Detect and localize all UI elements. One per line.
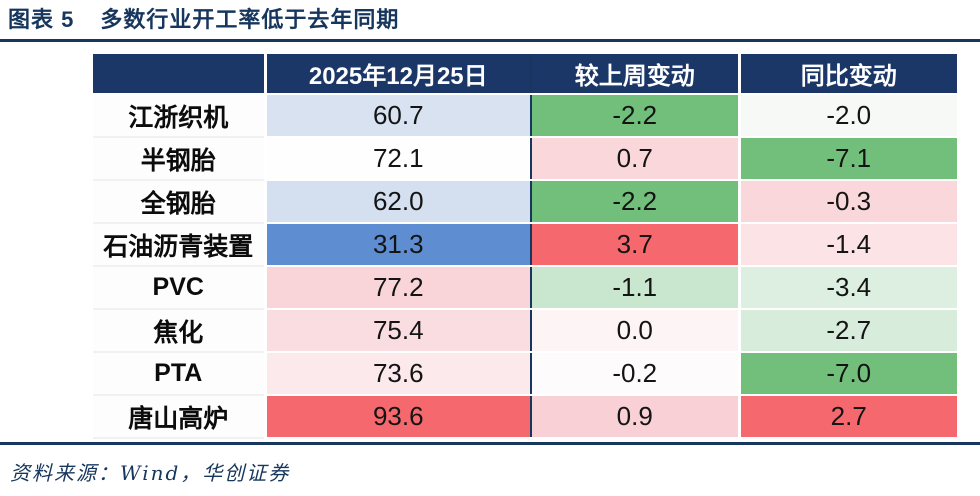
- row-label: 焦化: [93, 309, 267, 353]
- row-label: 全钢胎: [93, 180, 267, 224]
- title-divider: [0, 39, 980, 42]
- column-header-wow: 较上周变动: [531, 54, 741, 95]
- value-current: 31.3: [265, 223, 532, 267]
- value-yoy: -1.4: [739, 223, 957, 267]
- value-yoy: 2.7: [739, 395, 957, 439]
- table-row: PVC 77.2 -1.1 -3.4: [93, 266, 957, 310]
- table-area: 2025年12月25日 较上周变动 同比变动 江浙织机 60.7 -2.2 -2.0 半…: [93, 54, 980, 439]
- value-yoy: -0.3: [739, 180, 957, 224]
- table-row: 石油沥青装置 31.3 3.7 -1.4: [93, 223, 957, 267]
- table-row: PTA 73.6 -0.2 -7.0: [93, 352, 957, 396]
- value-yoy: -7.0: [739, 352, 957, 396]
- figure-title: 图表 5 多数行业开工率低于去年同期: [0, 0, 980, 39]
- value-yoy: -2.7: [739, 309, 957, 353]
- value-yoy: -7.1: [739, 137, 957, 181]
- table-header-row: 2025年12月25日 较上周变动 同比变动: [93, 54, 957, 95]
- value-wow: -0.2: [531, 352, 741, 396]
- footer-divider: [0, 442, 980, 445]
- table-row: 焦化 75.4 0.0 -2.7: [93, 309, 957, 353]
- table-row: 唐山高炉 93.6 0.9 2.7: [93, 395, 957, 439]
- row-label: PTA: [93, 352, 267, 396]
- row-label: PVC: [93, 266, 267, 310]
- value-current: 75.4: [265, 309, 532, 353]
- row-label: 半钢胎: [93, 137, 267, 181]
- industry-operating-rate-table: 2025年12月25日 较上周变动 同比变动 江浙织机 60.7 -2.2 -2.0 半…: [93, 54, 957, 439]
- value-wow: 3.7: [531, 223, 741, 267]
- column-header-yoy: 同比变动: [739, 54, 957, 95]
- table-row: 江浙织机 60.7 -2.2 -2.0: [93, 94, 957, 138]
- value-wow: -2.2: [531, 180, 741, 224]
- value-current: 62.0: [265, 180, 532, 224]
- value-yoy: -2.0: [739, 94, 957, 138]
- table-row: 全钢胎 62.0 -2.2 -0.3: [93, 180, 957, 224]
- value-yoy: -3.4: [739, 266, 957, 310]
- value-current: 72.1: [265, 137, 532, 181]
- row-label: 唐山高炉: [93, 395, 267, 439]
- value-current: 77.2: [265, 266, 532, 310]
- column-header-date: 2025年12月25日: [265, 54, 532, 95]
- column-header-industry: [93, 54, 267, 95]
- value-wow: -2.2: [531, 94, 741, 138]
- value-current: 93.6: [265, 395, 532, 439]
- table-row: 半钢胎 72.1 0.7 -7.1: [93, 137, 957, 181]
- value-wow: -1.1: [531, 266, 741, 310]
- row-label: 江浙织机: [93, 94, 267, 138]
- figure-number: 图表 5: [8, 7, 75, 32]
- value-wow: 0.9: [531, 395, 741, 439]
- value-current: 60.7: [265, 94, 532, 138]
- data-source: 资料来源：Wind，华创证券: [10, 461, 291, 485]
- value-wow: 0.7: [531, 137, 741, 181]
- figure-title-text: 多数行业开工率低于去年同期: [100, 7, 400, 32]
- value-current: 73.6: [265, 352, 532, 396]
- row-label: 石油沥青装置: [93, 223, 267, 267]
- value-wow: 0.0: [531, 309, 741, 353]
